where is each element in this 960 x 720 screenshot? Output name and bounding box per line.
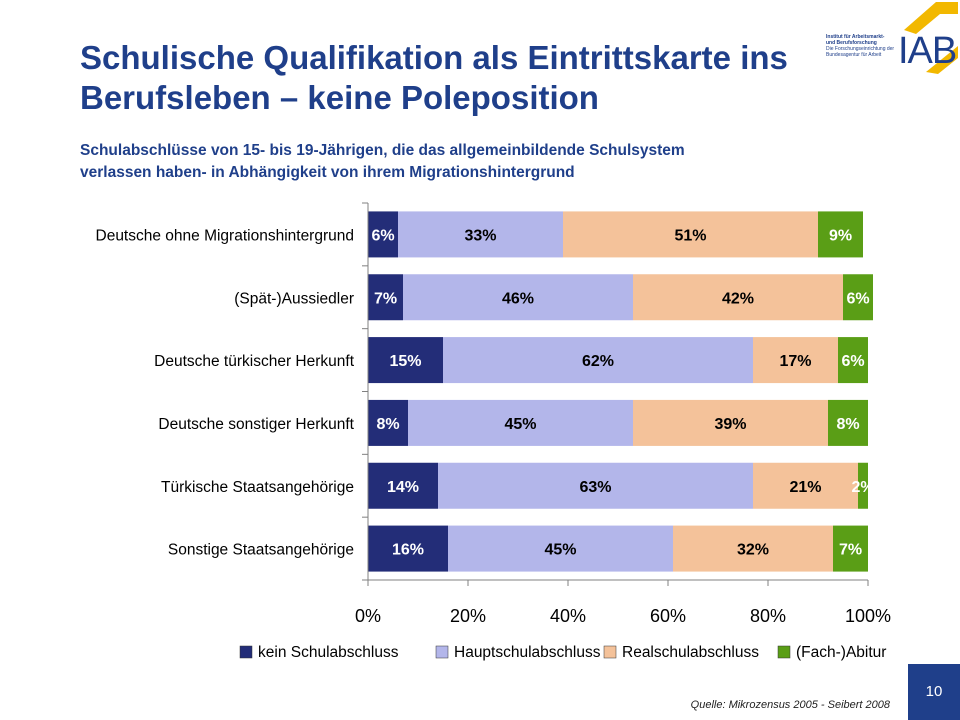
legend-label: Hauptschulabschluss [454, 644, 601, 661]
title-line-2: Berufsleben – keine Poleposition [80, 79, 599, 116]
legend-swatch [603, 645, 617, 659]
bar-segment [403, 274, 633, 321]
data-label: 8% [376, 416, 399, 433]
logo-line-1: Institut für Arbeitsmarkt- [826, 34, 885, 40]
logo-line-3: Die Forschungseinrichtung der [826, 46, 895, 52]
data-label: 21% [789, 479, 821, 496]
bar-segment [633, 399, 828, 446]
bar-segment [368, 399, 408, 446]
category-label: Deutsche türkischer Herkunft [154, 353, 355, 370]
bar-segment [368, 274, 403, 321]
data-label: 6% [841, 353, 864, 370]
bar-segment [753, 462, 858, 509]
bar-segment [408, 399, 633, 446]
data-label: 17% [779, 353, 811, 370]
data-label: 2% [851, 479, 874, 496]
data-label: 6% [846, 290, 869, 307]
bar-segment [843, 274, 873, 321]
bar-segment [673, 525, 833, 572]
data-label: 51% [674, 227, 706, 244]
category-label: Türkische Staatsangehörige [161, 479, 354, 496]
data-label: 9% [829, 227, 852, 244]
data-label: 46% [502, 290, 534, 307]
stacked-bar-chart: 6% 33% 51% 9% Deutsche ohne Migrationshinter… [96, 202, 891, 661]
data-label: 32% [737, 542, 769, 559]
subtitle-line-2: verlassen haben- in Abhängigkeit von ihr… [80, 164, 575, 181]
legend-label: (Fach-)Abitur [796, 644, 886, 661]
data-label: 6% [371, 227, 394, 244]
data-label: 7% [374, 290, 397, 307]
x-tick-label: 40% [550, 606, 586, 626]
bar-segment [443, 337, 753, 384]
legend-swatch [777, 645, 791, 659]
category-label: Deutsche sonstiger Herkunft [158, 416, 354, 433]
subtitle-line-1: Schulabschlüsse von 15- bis 19-Jährigen,… [80, 142, 685, 159]
page-number: 10 [908, 664, 960, 720]
data-label: 42% [722, 290, 754, 307]
bar-segment [368, 337, 443, 384]
slide-subtitle: Schulabschlüsse von 15- bis 19-Jährigen,… [80, 140, 800, 184]
bar-segment [368, 525, 448, 572]
data-label: 8% [836, 416, 859, 433]
data-label: 16% [392, 542, 424, 559]
x-tick-label: 80% [750, 606, 786, 626]
bar-segment [828, 399, 868, 446]
legend-label: kein Schulabschluss [258, 644, 399, 661]
logo-mark-icon: IAB [896, 0, 960, 78]
bar-segment [753, 337, 838, 384]
bar-segment [368, 462, 438, 509]
data-label: 14% [387, 479, 419, 496]
data-label: 45% [504, 416, 536, 433]
logo-iab-text: IAB [898, 30, 957, 72]
bar-segment [833, 525, 868, 572]
legend-label: Realschulabschluss [622, 644, 759, 661]
source-note: Quelle: Mikrozensus 2005 - Seibert 2008 [690, 699, 890, 711]
bar-segment [368, 211, 398, 258]
bar-segment [448, 525, 673, 572]
logo-institute-text: Institut für Arbeitsmarkt- und Berufsfor… [826, 34, 896, 58]
bar-segment [818, 211, 863, 258]
logo-line-2: und Berufsforschung [826, 40, 877, 46]
bar-segment [563, 211, 818, 258]
x-tick-label: 60% [650, 606, 686, 626]
title-line-1: Schulische Qualifikation als Eintrittska… [80, 39, 788, 76]
data-label: 62% [582, 353, 614, 370]
legend-swatch [435, 645, 449, 659]
category-label: (Spät-)Aussiedler [234, 290, 354, 307]
legend-swatch [239, 645, 253, 659]
data-label: 15% [389, 353, 421, 370]
bar-segment [438, 462, 753, 509]
logo-swoosh-icon [904, 2, 958, 74]
data-label: 39% [714, 416, 746, 433]
bar-segment [398, 211, 563, 258]
category-label: Sonstige Staatsangehörige [168, 542, 354, 559]
logo-line-4: Bundesagentur für Arbeit [826, 52, 882, 58]
bar-segment [633, 274, 843, 321]
data-label: 33% [464, 227, 496, 244]
bar-segment [838, 337, 868, 384]
iab-logo: Institut für Arbeitsmarkt- und Berufsfor… [826, 0, 960, 78]
data-label: 63% [579, 479, 611, 496]
data-label: 45% [544, 542, 576, 559]
x-tick-label: 100% [845, 606, 891, 626]
bar-segment [858, 462, 868, 509]
x-tick-label: 0% [355, 606, 381, 626]
x-tick-label: 20% [450, 606, 486, 626]
category-label: Deutsche ohne Migrationshintergrund [96, 227, 355, 244]
data-label: 7% [839, 542, 862, 559]
slide-title: Schulische Qualifikation als Eintrittska… [80, 38, 840, 118]
